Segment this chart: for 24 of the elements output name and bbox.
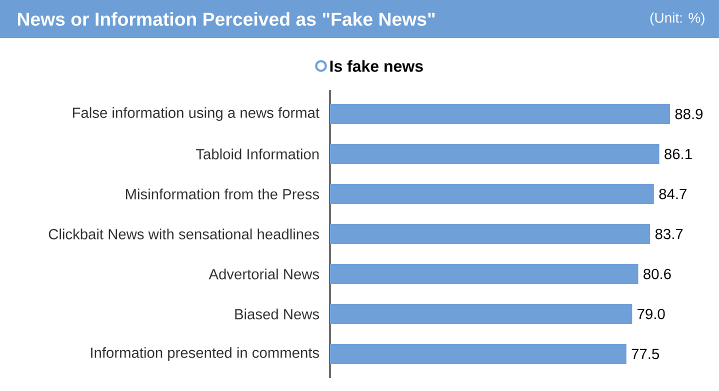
data-label: 79.0 bbox=[638, 308, 665, 320]
data-label: 86.1 bbox=[664, 148, 692, 160]
y-tick-label: False information using a news format bbox=[73, 107, 320, 121]
bar bbox=[330, 344, 626, 364]
bar bbox=[330, 104, 670, 124]
bar bbox=[330, 264, 638, 284]
bar bbox=[330, 224, 650, 244]
legend-label: Is fake news bbox=[330, 60, 423, 72]
data-label: 88.9 bbox=[675, 108, 703, 120]
data-label: 83.7 bbox=[655, 228, 683, 240]
y-tick-label: Advertorial News bbox=[208, 268, 320, 280]
y-tick-label: Tabloid Information bbox=[196, 148, 319, 160]
bar bbox=[330, 304, 632, 324]
y-tick-label: Clickbait News with sensational headlines bbox=[48, 228, 319, 240]
y-tick-label: Misinformation from the Press bbox=[126, 188, 320, 200]
data-label: 84.7 bbox=[659, 188, 686, 200]
data-label: 77.5 bbox=[632, 348, 660, 360]
y-tick-label: Biased News bbox=[235, 308, 320, 320]
bar bbox=[330, 144, 660, 164]
chart-title: News or Information Perceived as "Fake News" bbox=[18, 12, 435, 26]
bar bbox=[330, 184, 654, 204]
y-tick-label: Information presented in comments bbox=[91, 347, 320, 361]
data-label: 80.6 bbox=[644, 268, 671, 280]
chart-subtitle: (Unit: %) bbox=[650, 12, 704, 26]
